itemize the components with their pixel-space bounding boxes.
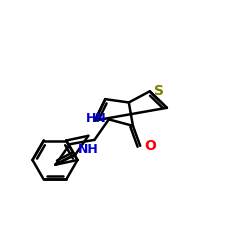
Text: S: S	[154, 84, 164, 98]
Text: NH: NH	[78, 143, 99, 156]
Text: O: O	[144, 139, 156, 153]
Text: HN: HN	[86, 112, 107, 125]
